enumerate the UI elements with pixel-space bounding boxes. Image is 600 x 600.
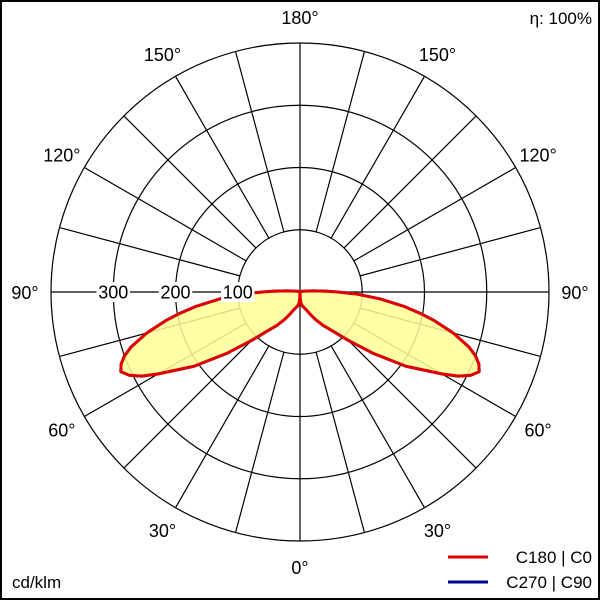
grid-spoke-15: [315, 351, 366, 533]
grid-spoke-210: [174, 76, 270, 239]
radial-tick-bg-100: [221, 282, 255, 302]
axis-labels: 100 200 300 0° 30° 30° 60° 60° 90° 90° 120° 120° 150…: [11, 8, 588, 578]
unit-label: cd/klm: [12, 573, 61, 592]
grid-spoke-240: [84, 166, 247, 262]
angle-label-180-top: 180°: [281, 8, 318, 28]
angle-label-120-right: 120°: [520, 146, 557, 166]
angle-label-120-left: 120°: [43, 146, 80, 166]
grid-spoke-330: [174, 345, 270, 508]
grid-spoke-45: [343, 335, 477, 469]
grid-spoke-195: [234, 51, 285, 233]
grid-spoke-120: [353, 166, 516, 262]
angle-label-0-bottom: 0°: [291, 558, 308, 578]
curve-c180-c0: [119, 289, 481, 378]
grid-spoke-225: [123, 115, 257, 249]
angle-label-30-left: 30°: [149, 521, 176, 541]
legend-label-c180-c0: C180 | C0: [516, 548, 592, 567]
angle-label-90-left: 90°: [11, 283, 38, 303]
intensity-curves: [119, 289, 481, 378]
grid-spoke-255: [59, 226, 241, 277]
angle-label-150-left: 150°: [144, 45, 181, 65]
grid-spoke-165: [315, 51, 366, 233]
grid-spoke-30: [330, 345, 426, 508]
efficiency-label: η: 100%: [530, 9, 592, 28]
angle-label-60-left: 60°: [48, 421, 75, 441]
radial-tick-bg-200: [158, 282, 193, 302]
grid-spoke-315: [123, 335, 257, 469]
radial-tick-label-200: 200: [160, 283, 190, 303]
legend-label-c270-c90: C270 | C90: [506, 573, 592, 592]
grid-spoke-345: [234, 351, 285, 533]
angle-label-60-right: 60°: [525, 421, 552, 441]
radial-tick-label-300: 300: [98, 283, 128, 303]
radial-tick-bg-300: [96, 282, 130, 302]
grid-spoke-135: [343, 115, 477, 249]
angle-label-90-right: 90°: [561, 283, 588, 303]
angle-label-30-right: 30°: [424, 521, 451, 541]
legend: C180 | C0 C270 | C90: [448, 548, 592, 592]
grid-spoke-150: [330, 76, 426, 239]
radial-tick-label-100: 100: [223, 283, 253, 303]
grid-spoke-105: [359, 226, 541, 277]
angle-label-150-right: 150°: [419, 45, 456, 65]
